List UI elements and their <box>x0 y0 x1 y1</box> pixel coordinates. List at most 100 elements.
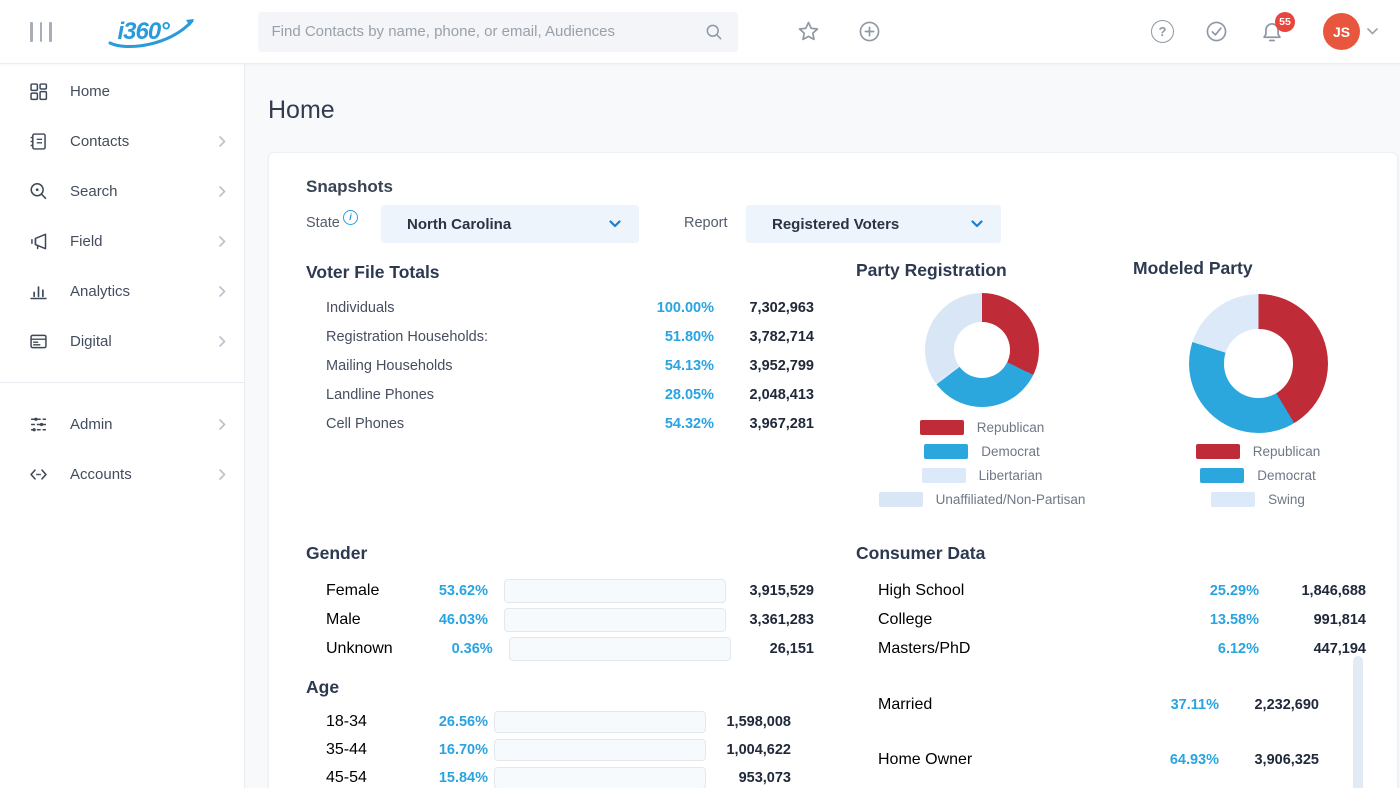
state-label: State <box>306 215 340 231</box>
bar-chart-icon <box>26 281 50 302</box>
legend-item[interactable]: Republican <box>920 415 1045 439</box>
search-input[interactable] <box>272 23 704 40</box>
legend-swatch <box>1196 444 1240 459</box>
chevron-down-icon <box>609 220 621 228</box>
sidebar-item-label: Analytics <box>70 283 130 300</box>
avatar-chevron-down-icon[interactable] <box>1367 28 1378 35</box>
table-row: High School 25.29% 1,846,688 <box>878 576 1366 605</box>
help-icon[interactable]: ? <box>1151 20 1174 43</box>
bar-row: 35-44 16.70% 1,004,622 <box>326 736 791 764</box>
sidebar-item-search[interactable]: Search <box>0 166 244 216</box>
chevron-right-icon <box>219 186 226 197</box>
sidebar-item-admin[interactable]: Admin <box>0 399 244 449</box>
menu-icon[interactable] <box>30 22 52 42</box>
chevron-down-icon <box>971 220 983 228</box>
topbar-right-group: ? 55 JS <box>1121 13 1378 50</box>
report-select[interactable]: Registered Voters <box>746 205 1001 243</box>
legend-item[interactable]: Swing <box>1211 487 1305 511</box>
add-new-icon[interactable] <box>857 19 882 44</box>
legend-swatch <box>1211 492 1255 507</box>
bar-track <box>494 767 706 788</box>
bar-track <box>494 739 706 761</box>
legend-item[interactable]: Unaffiliated/Non-Partisan <box>879 487 1086 511</box>
consumer-data-table: High School 25.29% 1,846,688 College 13.… <box>878 576 1366 663</box>
bar-row: Female 53.62% 3,915,529 <box>326 576 814 605</box>
bar-track <box>504 608 726 632</box>
state-select[interactable]: North Carolina <box>381 205 639 243</box>
bar-row: Male 46.03% 3,361,283 <box>326 605 814 634</box>
chevron-right-icon <box>219 336 226 347</box>
info-icon[interactable]: i <box>343 210 358 225</box>
notification-count-badge: 55 <box>1275 12 1295 32</box>
i360-logo[interactable]: i360° <box>104 10 200 54</box>
bar-track <box>509 637 731 661</box>
card-scrollbar[interactable] <box>1353 656 1363 788</box>
sidebar-item-digital[interactable]: Digital <box>0 316 244 366</box>
bar-track <box>494 711 706 733</box>
chevron-right-icon <box>219 469 226 480</box>
legend-swatch <box>1200 468 1244 483</box>
legend-swatch <box>922 468 966 483</box>
legend-swatch <box>924 444 968 459</box>
sidebar-item-contacts[interactable]: Contacts <box>0 116 244 166</box>
sidebar-item-home[interactable]: Home <box>0 66 244 116</box>
top-bar: i360° ? <box>0 0 1400 64</box>
page-title: Home <box>268 96 1400 125</box>
bar-track <box>504 579 726 603</box>
legend-item[interactable]: Republican <box>1196 439 1321 463</box>
sliders-icon <box>26 414 50 435</box>
sidebar-item-accounts[interactable]: Accounts <box>0 449 244 499</box>
gender-title: Gender <box>306 543 367 564</box>
bar-row: 45-54 15.84% 953,073 <box>326 764 791 788</box>
sidebar: Home Contacts Search <box>0 64 245 788</box>
sidebar-divider <box>0 382 244 383</box>
consumer-data-title: Consumer Data <box>856 543 985 564</box>
legend-item[interactable]: Libertarian <box>922 463 1043 487</box>
chevron-right-icon <box>219 286 226 297</box>
modeled-party-title: Modeled Party <box>1133 258 1253 279</box>
tasks-check-icon[interactable] <box>1204 19 1229 44</box>
table-row: Masters/PhD 6.12% 447,194 <box>878 634 1366 663</box>
user-avatar[interactable]: JS <box>1323 13 1360 50</box>
code-brackets-icon <box>26 464 50 485</box>
table-row: Cell Phones 54.32% 3,967,281 <box>326 409 814 438</box>
legend-item[interactable]: Democrat <box>1200 463 1316 487</box>
party-registration-title: Party Registration <box>856 260 1007 281</box>
sidebar-item-label: Contacts <box>70 133 129 150</box>
voter-file-totals-title: Voter File Totals <box>306 262 440 283</box>
sidebar-item-label: Admin <box>70 416 113 433</box>
table-row: Registration Households: 51.80% 3,782,71… <box>326 322 814 351</box>
modeled-party-legend: Republican Democrat Swing <box>1138 439 1378 511</box>
sidebar-item-label: Field <box>70 233 103 250</box>
table-row: Individuals 100.00% 7,302,963 <box>326 293 814 322</box>
party-registration-legend: Republican Democrat Libertarian Unaffili… <box>836 415 1128 511</box>
table-row: Married 37.11% 2,232,690 <box>878 690 1319 719</box>
table-row: Mailing Households 54.13% 3,952,799 <box>326 351 814 380</box>
state-select-value: North Carolina <box>407 216 609 233</box>
voter-file-totals-table: Individuals 100.00% 7,302,963 Registrati… <box>326 293 814 438</box>
bar-row: 18-34 26.56% 1,598,008 <box>326 708 791 736</box>
modeled-party-donut-chart[interactable] <box>1189 294 1328 433</box>
snapshots-title: Snapshots <box>306 177 393 197</box>
party-registration-donut-chart[interactable] <box>925 293 1039 407</box>
legend-swatch <box>879 492 923 507</box>
sidebar-item-label: Search <box>70 183 118 200</box>
sidebar-item-analytics[interactable]: Analytics <box>0 266 244 316</box>
logo-text: i360° <box>118 18 169 46</box>
contacts-book-icon <box>26 131 50 152</box>
chevron-right-icon <box>219 419 226 430</box>
table-row: Home Owner 64.93% 3,906,325 <box>878 745 1319 774</box>
search-pin-icon <box>26 181 50 202</box>
notifications-bell-icon[interactable]: 55 <box>1259 19 1285 45</box>
main-content: Home Snapshots State i North Carolina Re… <box>245 64 1400 788</box>
favorites-star-icon[interactable] <box>796 19 821 44</box>
table-row: College 13.58% 991,814 <box>878 605 1366 634</box>
legend-item[interactable]: Democrat <box>924 439 1040 463</box>
sidebar-item-field[interactable]: Field <box>0 216 244 266</box>
age-title: Age <box>306 677 339 698</box>
age-chart: 18-34 26.56% 1,598,008 35-44 16.70% 1,00… <box>326 708 791 788</box>
megaphone-icon <box>26 231 50 252</box>
search-icon[interactable] <box>704 22 724 42</box>
chevron-right-icon <box>219 236 226 247</box>
sidebar-item-label: Home <box>70 83 110 100</box>
